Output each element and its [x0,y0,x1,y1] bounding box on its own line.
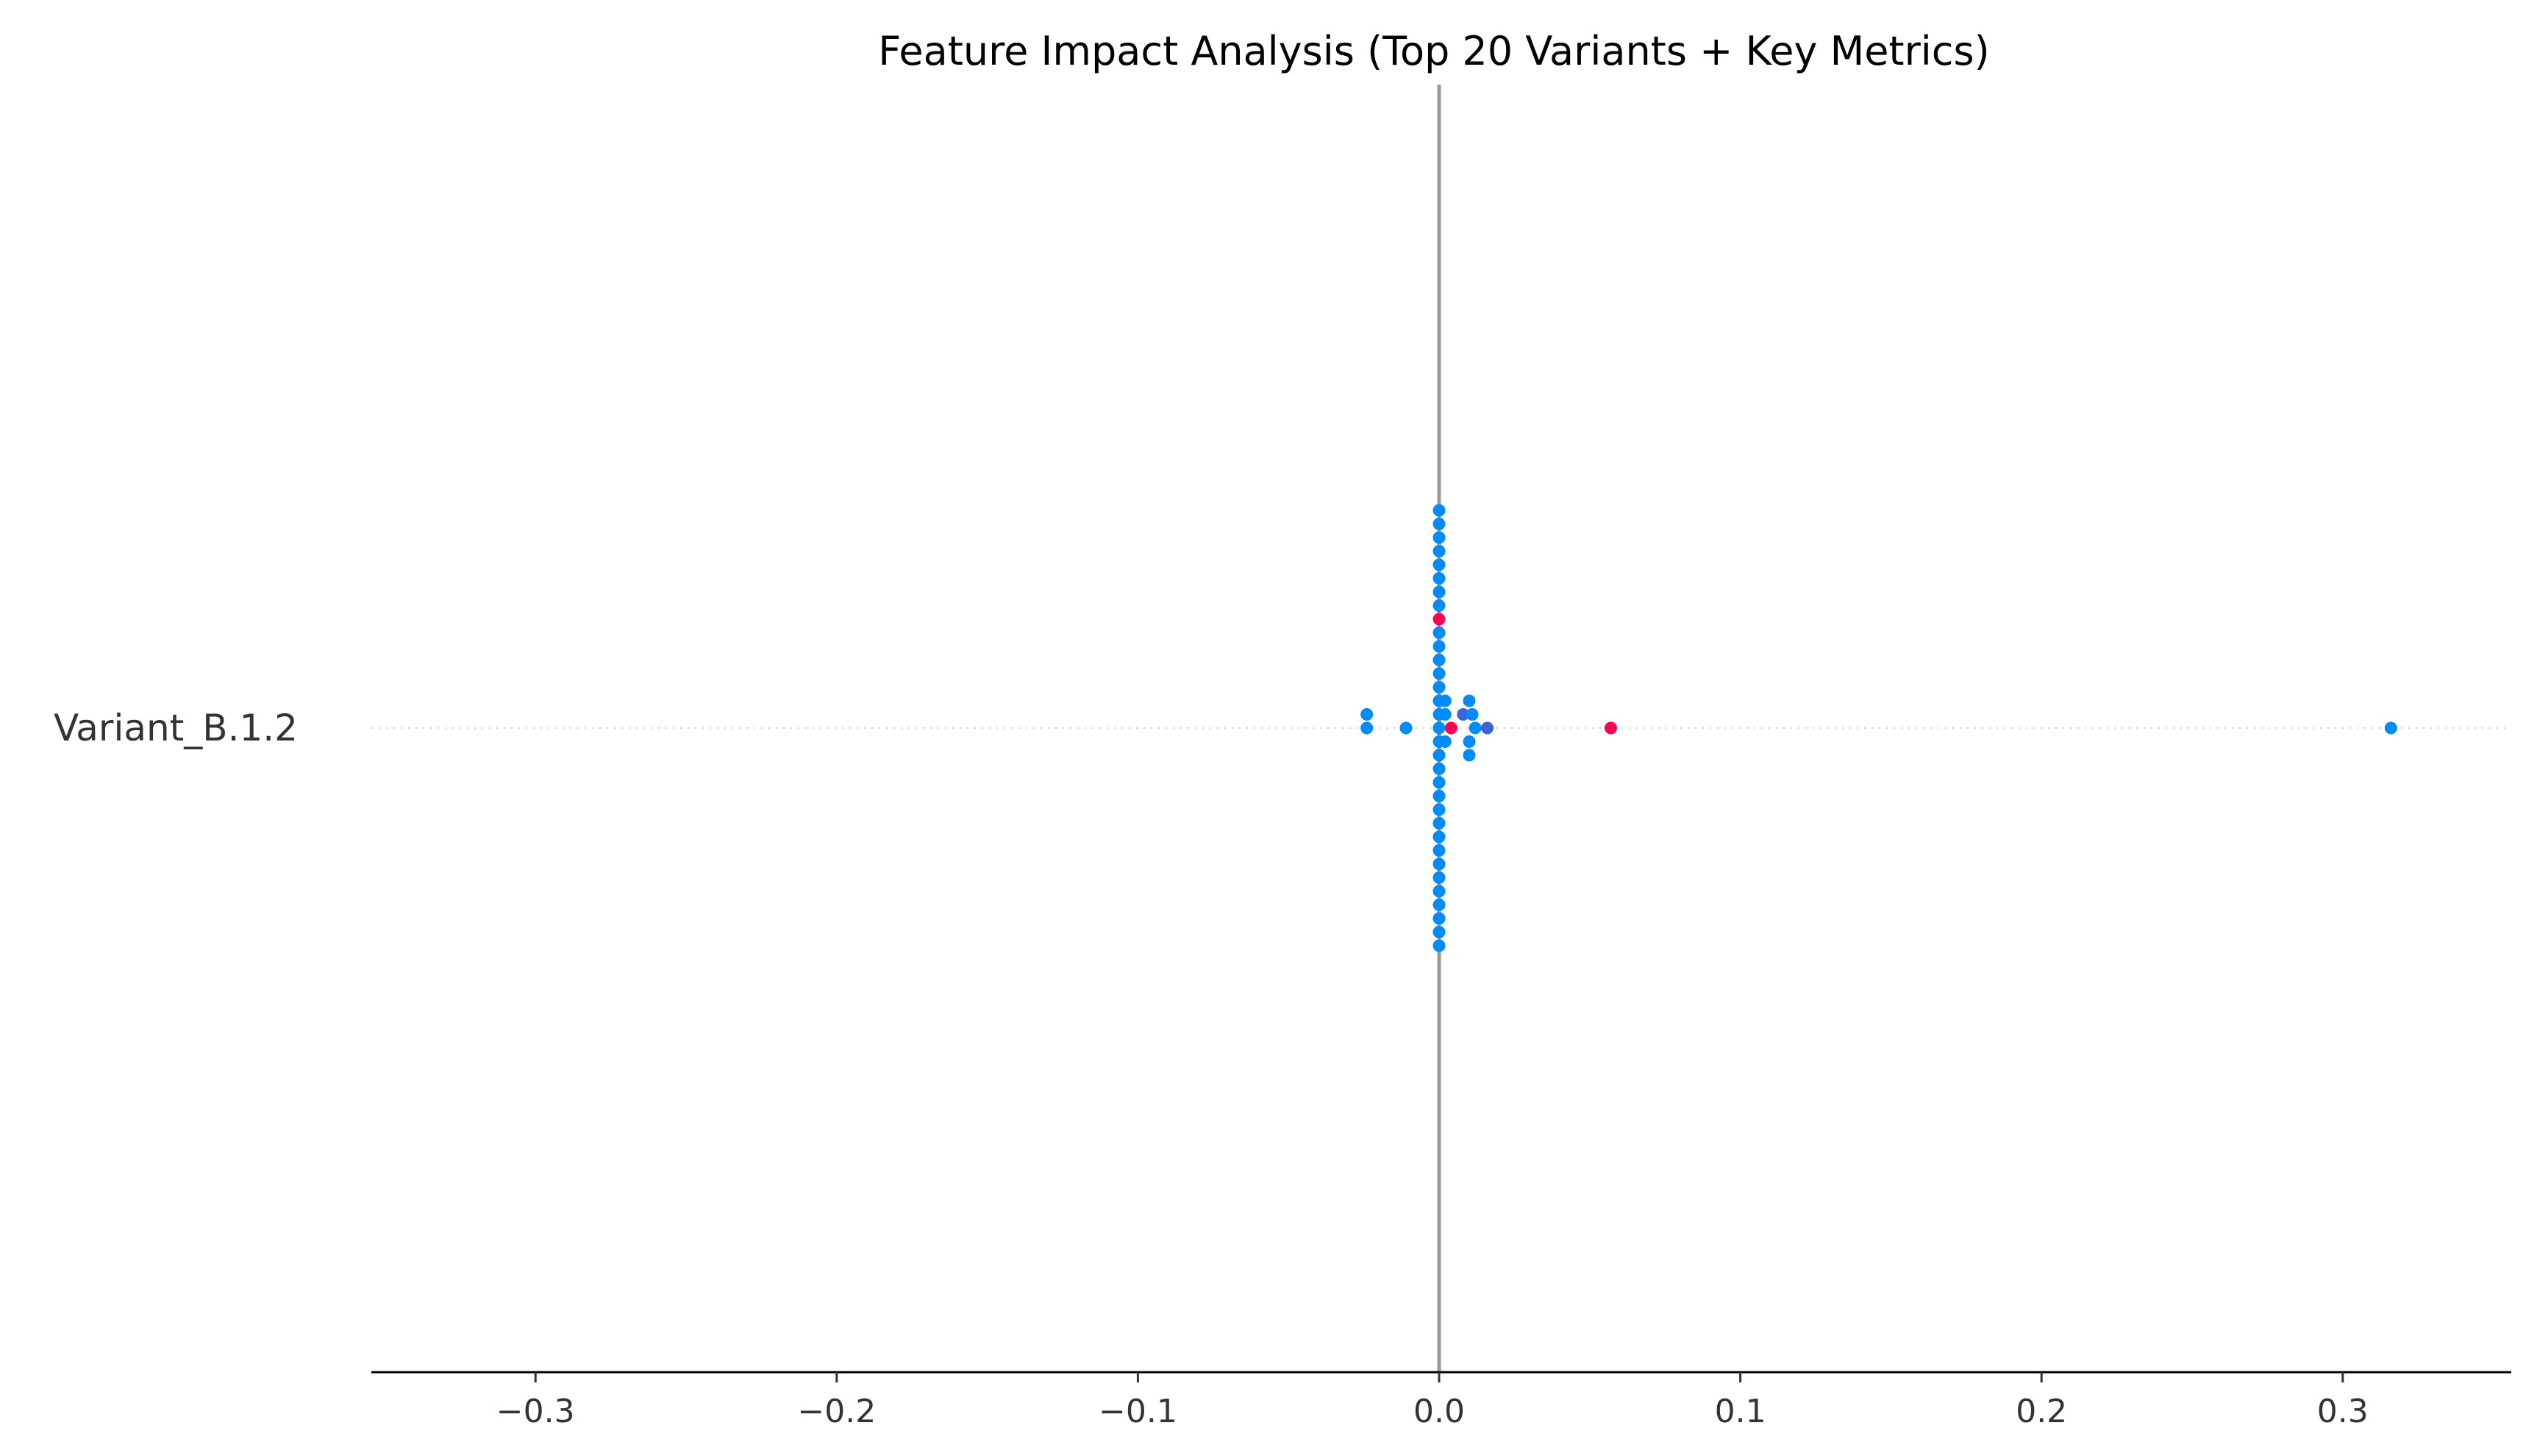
data-point [1360,721,1374,735]
data-point [1444,721,1457,735]
data-point [1432,885,1446,898]
feature-labels: Variant_B.1.2 [54,707,298,749]
data-point [1432,558,1446,571]
data-point [1604,721,1617,735]
x-tick-label: −0.3 [496,1393,575,1430]
data-point [1466,708,1479,721]
data-point [1432,531,1446,544]
x-tick-label: 0.1 [1715,1393,1766,1430]
x-axis-ticks: −0.3 −0.2 −0.1 0.0 0.1 0.2 0.3 [496,1372,2369,1430]
x-tick-label: −0.1 [1099,1393,1177,1430]
data-point [1463,694,1476,707]
x-tick-label: 0.3 [2317,1393,2369,1430]
data-point [1360,708,1374,721]
data-point [1438,708,1452,721]
data-point [1432,776,1446,789]
data-point [1432,518,1446,530]
data-point [1432,585,1446,599]
data-point [1432,763,1446,775]
data-point [1432,545,1446,557]
x-tick-label: −0.2 [797,1393,876,1430]
data-point [1469,721,1482,735]
data-point [1432,681,1446,693]
x-tick-label: 0.0 [1413,1393,1465,1430]
data-point [1432,844,1446,857]
x-tick-label: 0.2 [2016,1393,2067,1430]
data-point [1432,803,1446,816]
data-point [1432,599,1446,612]
data-point [1438,694,1452,707]
data-point [1432,817,1446,829]
data-point [1457,708,1470,721]
data-point [1432,721,1446,735]
data-point [1463,749,1476,762]
data-point [2384,721,2397,735]
data-point [1463,735,1476,748]
data-points [1360,504,2397,952]
data-point [1432,749,1446,762]
data-point [1432,912,1446,925]
data-point [1432,871,1446,884]
data-point [1432,627,1446,639]
data-point [1432,899,1446,911]
data-point [1481,721,1494,735]
data-point [1432,790,1446,802]
data-point [1438,735,1452,748]
data-point [1432,613,1446,626]
data-point [1432,667,1446,680]
data-point [1432,654,1446,666]
data-point [1399,721,1413,735]
data-point [1432,926,1446,938]
data-point [1432,830,1446,843]
data-point [1432,640,1446,653]
chart-title: Feature Impact Analysis (Top 20 Variants… [878,28,1989,74]
data-point [1432,572,1446,585]
feature-label: Variant_B.1.2 [54,707,298,749]
data-point [1432,857,1446,871]
data-point [1432,939,1446,952]
data-point [1432,504,1446,517]
